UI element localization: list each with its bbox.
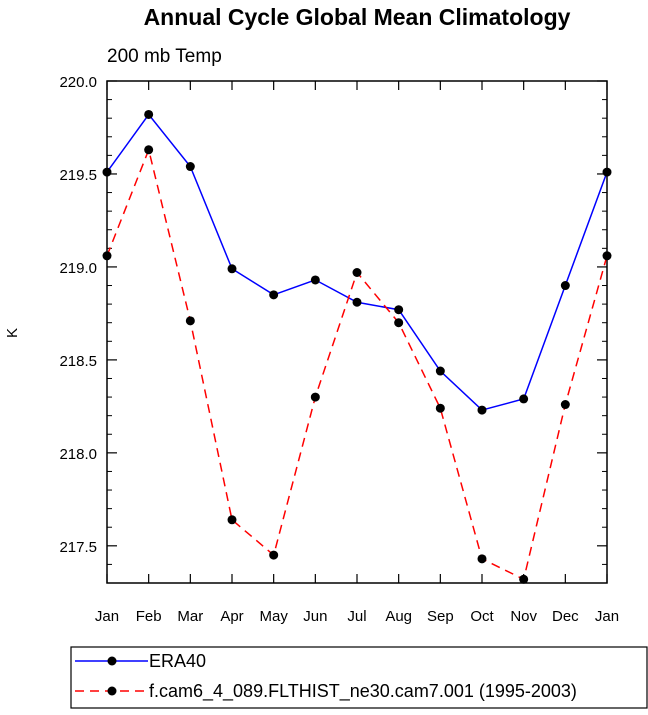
data-point <box>519 394 529 404</box>
x-tick-label: Feb <box>136 608 162 625</box>
data-point <box>352 297 362 307</box>
x-tick-label: Aug <box>385 608 412 625</box>
data-point <box>102 167 112 177</box>
x-tick-label: Jan <box>95 608 119 625</box>
data-point <box>435 403 445 413</box>
x-tick-label: Jun <box>303 608 327 625</box>
y-tick-label: 217.5 <box>59 539 97 556</box>
series-line-2 <box>106 147 608 581</box>
x-tick-label: Mar <box>177 608 203 625</box>
data-point <box>185 162 195 172</box>
y-tick-label: 219.5 <box>59 167 97 184</box>
y-axis: 217.5 218.0 218.5 219.0 219.5 220.0 <box>59 74 607 565</box>
data-point <box>185 316 195 326</box>
data-point <box>519 574 529 584</box>
data-point <box>269 290 279 300</box>
x-tick-label: Apr <box>220 608 243 625</box>
x-tick-label: Oct <box>470 608 494 625</box>
y-tick-label: 220.0 <box>59 74 97 91</box>
data-point <box>560 281 570 291</box>
data-point <box>394 318 404 328</box>
series-layer <box>102 109 612 584</box>
y-axis-label: K <box>4 328 21 338</box>
data-point <box>560 400 570 410</box>
data-point <box>435 366 445 376</box>
x-tick-label: Sep <box>427 608 454 625</box>
data-point <box>477 405 487 415</box>
data-point <box>227 515 237 525</box>
x-tick-label: May <box>259 608 288 625</box>
data-point <box>602 167 612 177</box>
legend-label-2: f.cam6_4_089.FLTHIST_ne30.cam7.001 (1995… <box>149 681 577 702</box>
y-tick-label: 218.5 <box>59 353 97 370</box>
chart-title: Annual Cycle Global Mean Climatology <box>144 4 571 30</box>
x-axis: Jan Feb Mar Apr May Jun Jul Aug Sep Oct Nov Dec Jan <box>95 81 619 625</box>
data-point <box>144 145 154 155</box>
legend-label-1: ERA40 <box>149 651 206 671</box>
data-point <box>102 251 112 261</box>
data-point <box>310 275 320 285</box>
data-point <box>269 550 279 560</box>
data-point <box>352 268 362 278</box>
data-point <box>602 251 612 261</box>
legend-box <box>70 646 648 709</box>
legend: ERA40 f.cam6_4_089.FLTHIST_ne30.cam7.001 … <box>75 651 577 702</box>
data-point <box>477 554 487 564</box>
x-tick-label: Jul <box>347 608 366 625</box>
x-tick-label: Jan <box>595 608 619 625</box>
data-point <box>227 264 237 274</box>
data-point <box>394 305 404 315</box>
chart-subtitle: 200 mb Temp <box>107 46 222 67</box>
series-line-1 <box>106 113 608 411</box>
data-point <box>310 392 320 402</box>
data-point <box>144 109 154 119</box>
legend-marker-2 <box>107 686 117 696</box>
x-tick-label: Dec <box>552 608 579 625</box>
legend-marker-1 <box>107 656 117 666</box>
x-tick-label: Nov <box>510 608 537 625</box>
y-tick-label: 218.0 <box>59 446 97 463</box>
y-tick-label: 219.0 <box>59 260 97 277</box>
